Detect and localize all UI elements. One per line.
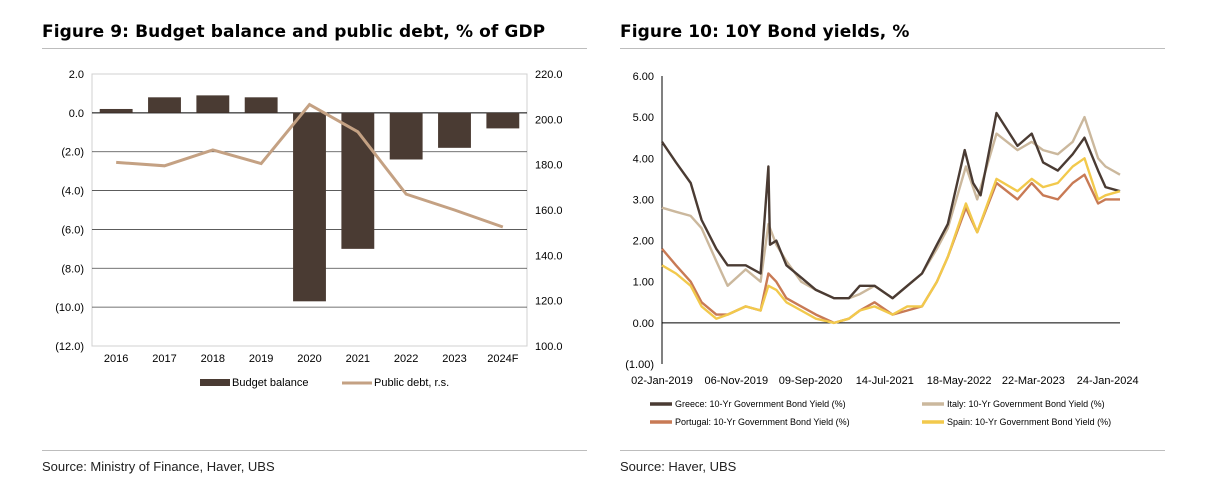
- budget-balance-bar: [438, 112, 471, 148]
- legend-label: Spain: 10-Yr Government Bond Yield (%): [947, 417, 1111, 427]
- figure-10-source: Source: Haver, UBS: [620, 459, 737, 474]
- x-tick-label: 2023: [442, 353, 466, 365]
- x-tick-label: 14-Jul-2021: [856, 375, 914, 387]
- y-right-tick-label: 160.0: [535, 205, 563, 217]
- budget-balance-bar: [244, 97, 278, 113]
- plot-frame: [91, 73, 528, 347]
- y-tick-label: 2.00: [633, 236, 654, 248]
- source-divider: [620, 450, 1165, 451]
- title-divider: [620, 48, 1165, 49]
- budget-balance-bar: [196, 95, 230, 113]
- y-left-tick-label: (6.0): [61, 224, 84, 236]
- x-tick-label: 2018: [201, 353, 225, 365]
- figure-10-title: Figure 10: 10Y Bond yields, %: [620, 22, 910, 42]
- y-left-tick-label: (4.0): [61, 186, 84, 198]
- x-tick-label: 24-Jan-2024: [1077, 375, 1139, 387]
- y-left-tick-label: 2.0: [69, 69, 84, 81]
- y-right-tick-label: 140.0: [535, 250, 563, 262]
- figure-9-panel: Figure 9: Budget balance and public debt…: [42, 0, 587, 498]
- y-tick-label: 6.00: [633, 71, 654, 83]
- x-tick-label: 02-Jan-2019: [631, 375, 693, 387]
- x-tick-label: 2021: [346, 353, 370, 365]
- x-tick-label: 2020: [297, 353, 321, 365]
- legend-label: Budget balance: [232, 377, 308, 389]
- x-tick-label: 2022: [394, 353, 418, 365]
- y-tick-label: 4.00: [633, 153, 654, 165]
- y-tick-label: 1.00: [633, 277, 654, 289]
- figure-10-panel: Figure 10: 10Y Bond yields, % 6.00 5.00 4.…: [620, 0, 1165, 498]
- bond-yields-chart: 6.00 5.00 4.00 3.00 2.00 1.00 0.00 (1.00) 02-Jan…: [625, 71, 1139, 427]
- y-tick-label: 5.00: [633, 112, 654, 124]
- budget-balance-bar: [99, 108, 133, 113]
- y-right-tick-label: 200.0: [535, 114, 563, 126]
- y-tick-label: 0.00: [633, 318, 654, 330]
- legend-label: Greece: 10-Yr Government Bond Yield (%): [675, 399, 846, 409]
- x-tick-label: 06-Nov-2019: [704, 375, 768, 387]
- legend-label: Italy: 10-Yr Government Bond Yield (%): [947, 399, 1105, 409]
- x-tick-label: 09-Sep-2020: [779, 375, 843, 387]
- yield-line-greece: [661, 111, 1121, 300]
- y-right-tick-label: 120.0: [535, 296, 563, 308]
- title-divider: [42, 48, 587, 49]
- public-debt-line: [116, 102, 504, 229]
- y-right-tick-label: 180.0: [535, 160, 563, 172]
- y-left-tick-label: (8.0): [61, 263, 84, 275]
- y-tick-label: 3.00: [633, 194, 654, 206]
- budget-balance-bar: [341, 112, 375, 249]
- budget-balance-bar: [293, 112, 326, 302]
- legend-swatch-budget: [200, 379, 230, 386]
- budget-balance-bar: [389, 112, 423, 160]
- yield-line-italy: [661, 115, 1121, 300]
- y-right-tick-label: 220.0: [535, 69, 563, 81]
- y-left-tick-label: 0.0: [69, 108, 84, 120]
- y-left-tick-label: (10.0): [55, 302, 84, 314]
- source-divider: [42, 450, 587, 451]
- x-tick-label: 2019: [249, 353, 273, 365]
- x-tick-label: 2016: [104, 353, 128, 365]
- legend-label: Portugal: 10-Yr Government Bond Yield (%…: [675, 417, 850, 427]
- y-left-tick-label: (12.0): [55, 341, 84, 353]
- budget-debt-chart: 2.0 0.0 (2.0) (4.0) (6.0) (8.0) (10.0) (12.0) 22…: [55, 69, 563, 389]
- x-tick-label: 18-May-2022: [927, 375, 992, 387]
- x-tick-label: 22-Mar-2023: [1002, 375, 1065, 387]
- figure-9-source: Source: Ministry of Finance, Haver, UBS: [42, 459, 275, 474]
- y-left-tick-label: (2.0): [61, 147, 84, 159]
- y-tick-label: (1.00): [625, 359, 654, 371]
- x-tick-label: 2017: [152, 353, 176, 365]
- y-right-tick-label: 100.0: [535, 341, 563, 353]
- budget-balance-bar: [486, 112, 520, 129]
- legend-label: Public debt, r.s.: [374, 377, 449, 389]
- yield-line-spain: [661, 157, 1121, 325]
- budget-balance-bar: [148, 97, 181, 113]
- yield-line-portugal: [661, 173, 1120, 325]
- figure-9-title: Figure 9: Budget balance and public debt…: [42, 22, 546, 42]
- x-tick-label: 2024F: [487, 353, 518, 365]
